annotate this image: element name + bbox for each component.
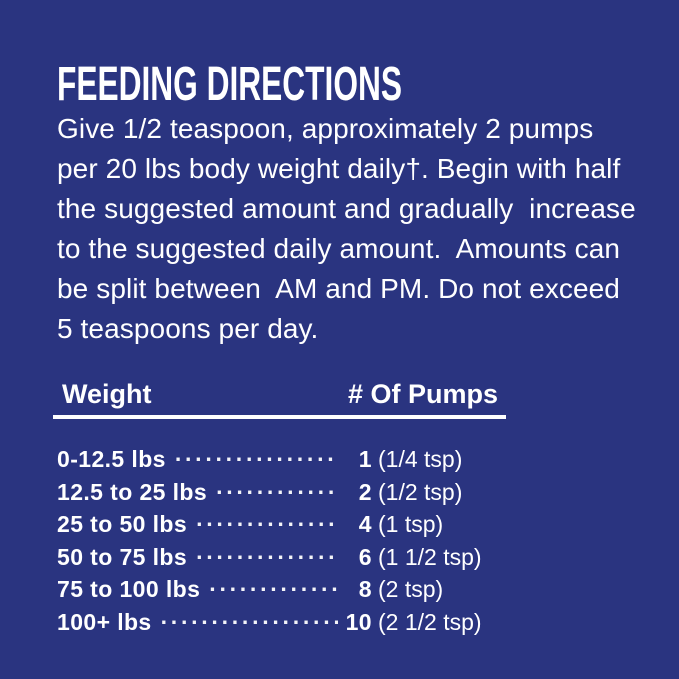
weight-label: 0-12.5 lbs (57, 446, 166, 472)
directions-line: to the suggested daily amount. Amounts c… (57, 233, 621, 264)
table-row: 100+ lbs ·······························… (57, 606, 577, 639)
weight-label: 100+ lbs (57, 608, 152, 635)
directions-line: per 20 lbs body weight daily†. Begin wit… (57, 153, 621, 184)
tsp-amount: (1 1/2 tsp) (378, 543, 482, 570)
weight-label: 75 to 100 lbs (57, 576, 201, 602)
header-rule (53, 415, 506, 419)
dosage-table: 0-12.5 lbs ·····························… (57, 443, 577, 638)
feeding-directions-title: FEEDING DIRECTIONS (57, 58, 402, 111)
table-row: 12.5 to 25 lbs ·························… (57, 476, 577, 509)
table-row: 75 to 100 lbs ··························… (57, 573, 577, 606)
weight-label: 12.5 to 25 lbs (57, 478, 208, 505)
dot-leader: ········································ (196, 511, 338, 537)
table-row: 50 to 75 lbs ···························… (57, 541, 577, 574)
pump-count: 6 (358, 543, 372, 570)
directions-line: Give 1/2 teaspoon, approximately 2 pumps (57, 113, 594, 144)
tsp-amount: (1/2 tsp) (378, 478, 463, 505)
weight-label: 50 to 75 lbs (57, 543, 188, 570)
tsp-amount: (1 tsp) (378, 511, 444, 537)
directions-paragraph: Give 1/2 teaspoon, approximately 2 pumps… (57, 109, 636, 349)
weight-label: 25 to 50 lbs (57, 511, 188, 537)
dosage-table-header: Weight # Of Pumps (57, 380, 517, 408)
weight-column-header: Weight (62, 379, 152, 409)
dot-leader: ········································ (160, 608, 338, 635)
pump-count: 4 (358, 511, 372, 537)
tsp-amount: (2 1/2 tsp) (378, 608, 482, 635)
pump-count: 1 (358, 446, 372, 472)
pump-count: 8 (358, 576, 372, 602)
table-row: 0-12.5 lbs ·····························… (57, 443, 577, 476)
pump-count: 2 (358, 478, 372, 505)
tsp-amount: (2 tsp) (378, 576, 444, 602)
tsp-amount: (1/4 tsp) (378, 446, 463, 472)
dot-leader: ········································ (209, 576, 338, 602)
pumps-column-header: # Of Pumps (348, 379, 499, 409)
dot-leader: ········································ (216, 478, 338, 505)
pump-count: 10 (345, 608, 372, 635)
directions-line: be split between AM and PM. Do not excee… (57, 273, 620, 304)
directions-line: 5 teaspoons per day. (57, 313, 319, 344)
table-row: 25 to 50 lbs ···························… (57, 508, 577, 541)
dot-leader: ········································ (196, 543, 338, 570)
directions-line: the suggested amount and gradually incre… (57, 193, 636, 224)
dot-leader: ········································ (174, 446, 338, 472)
